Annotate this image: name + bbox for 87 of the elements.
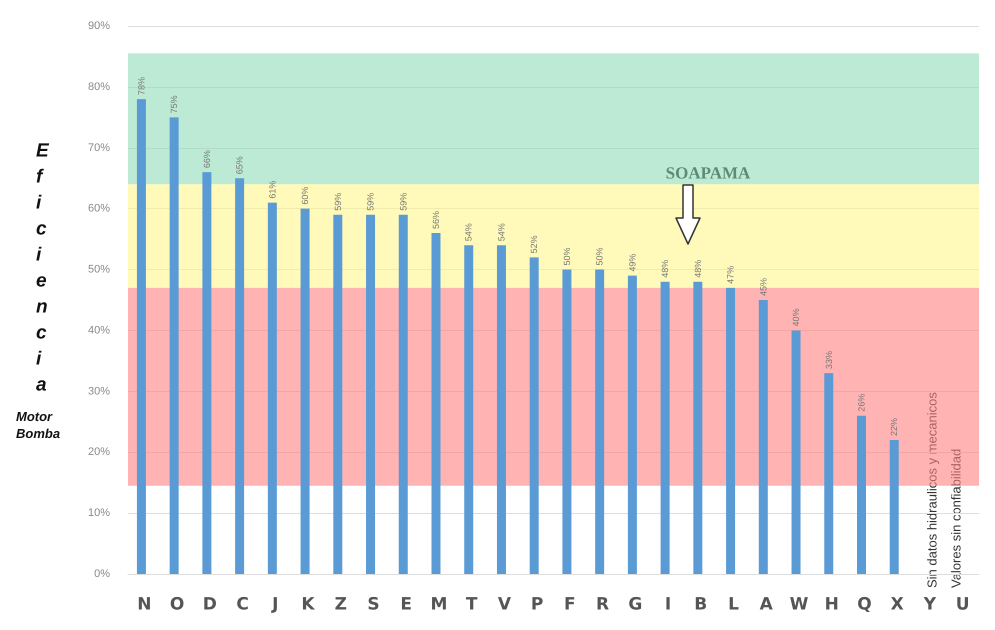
data-label: 50%	[562, 248, 572, 266]
x-tick-label: Z	[334, 594, 347, 614]
bar	[398, 214, 408, 574]
x-tick-label: T	[466, 594, 478, 614]
data-label: 22%	[889, 418, 900, 436]
data-label: 40%	[791, 308, 802, 326]
bar	[530, 257, 539, 574]
y-tick-label: 90%	[88, 20, 110, 32]
bar	[170, 117, 179, 574]
data-label: 52%	[529, 235, 540, 254]
text: Motor Bomba	[16, 409, 60, 441]
data-label: 48%	[660, 260, 670, 278]
text: Eficiencia	[36, 140, 49, 396]
x-tick-label: M	[430, 594, 448, 614]
x-tick-label: W	[790, 594, 809, 614]
bar	[431, 233, 440, 574]
bar	[562, 270, 572, 574]
bar	[300, 208, 310, 574]
annotation: SOAPAMA	[666, 164, 752, 182]
data-label: 59%	[366, 192, 376, 211]
y-tick-label: 70%	[88, 142, 110, 154]
x-tick-label: D	[202, 594, 217, 614]
data-label: 78%	[136, 77, 146, 96]
x-tick-label: X	[890, 594, 904, 614]
x-tick-label: S	[367, 594, 380, 614]
x-tick-label: N	[137, 594, 152, 614]
bar	[792, 330, 801, 574]
bar	[856, 416, 866, 574]
data-label: 54%	[496, 223, 506, 242]
y-tick-label: 10%	[88, 507, 110, 520]
bar	[235, 178, 244, 574]
bar	[333, 214, 342, 574]
x-tick-label: K	[301, 594, 316, 614]
data-label: 54%	[464, 223, 474, 242]
x-tick-label: J	[271, 594, 278, 614]
data-label: 65%	[234, 156, 245, 174]
data-label: 59%	[332, 192, 343, 211]
bar	[726, 288, 736, 574]
x-tick-label: B	[694, 594, 708, 614]
data-label: 50%	[594, 248, 605, 266]
x-tick-label: V	[498, 594, 512, 614]
x-tick-label: R	[596, 594, 610, 614]
data-label: 59%	[398, 192, 408, 211]
x-tick-label: H	[824, 594, 839, 614]
bar	[660, 282, 670, 574]
y-tick-label: 60%	[88, 202, 110, 215]
x-tick-label: I	[664, 594, 672, 614]
bar	[366, 214, 376, 574]
data-label: 60%	[300, 186, 310, 205]
x-tick-label: P	[530, 594, 544, 614]
bar	[628, 276, 637, 574]
y-tick-label: 20%	[88, 446, 110, 458]
data-label: 48%	[692, 260, 703, 278]
y-tick-label: 80%	[88, 80, 110, 93]
y-tick-label: 30%	[88, 385, 110, 398]
data-label: 33%	[824, 351, 834, 370]
x-tick-label: O	[170, 594, 184, 614]
y-tick-label: 0%	[94, 568, 110, 580]
x-tick-label: L	[728, 594, 740, 614]
bar	[136, 99, 146, 574]
bar	[268, 202, 277, 574]
y-tick-label: 40%	[88, 324, 110, 336]
bar	[202, 172, 212, 574]
x-tick-label: C	[236, 594, 249, 614]
bar	[890, 440, 899, 574]
data-label: 61%	[267, 180, 278, 199]
data-label: 26%	[856, 394, 866, 412]
bar	[496, 245, 506, 574]
data-label: 45%	[758, 278, 768, 296]
bar	[824, 373, 834, 574]
data-label: 56%	[430, 211, 441, 230]
data-label: 75%	[169, 95, 180, 114]
x-tick-label: G	[628, 594, 642, 614]
x-tick-label: E	[400, 594, 412, 614]
bar	[464, 245, 474, 574]
data-label: 49%	[627, 254, 638, 272]
x-tick-label: U	[956, 594, 970, 614]
y-tick-label: 50%	[88, 264, 110, 276]
x-tick-label: Y	[922, 594, 937, 614]
x-tick-label: A	[760, 594, 774, 614]
data-label: 47%	[726, 266, 736, 284]
x-tick-label: F	[564, 594, 576, 614]
x-tick-label: Q	[857, 594, 872, 614]
bar	[693, 282, 702, 574]
bar	[595, 270, 604, 574]
data-label: 66%	[202, 150, 212, 168]
bar	[758, 300, 768, 574]
